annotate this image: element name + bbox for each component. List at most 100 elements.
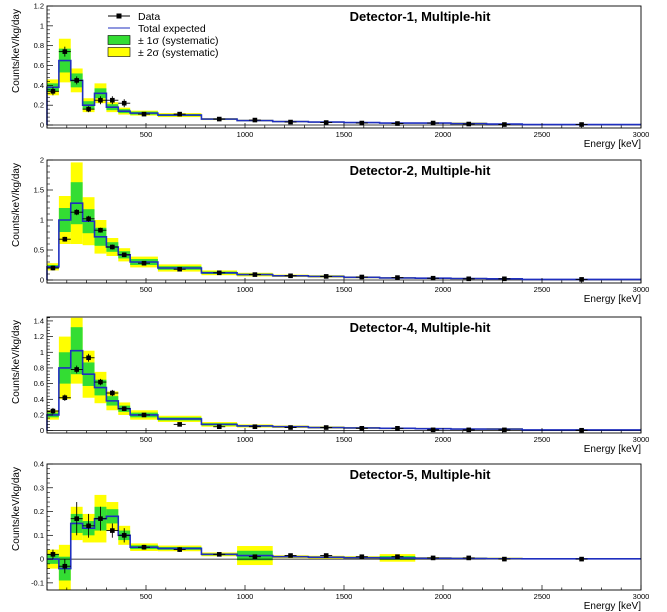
data-point bbox=[94, 378, 107, 386]
y-tick-label: 0.8 bbox=[34, 363, 44, 372]
legend-label: ± 1σ (systematic) bbox=[138, 35, 219, 47]
y-tick-label: 0.6 bbox=[34, 379, 44, 388]
data-point-marker bbox=[430, 275, 436, 281]
data-point-marker bbox=[98, 227, 103, 233]
data-point-marker bbox=[359, 274, 365, 280]
data-point-marker bbox=[252, 117, 258, 123]
data-point bbox=[462, 427, 475, 433]
x-tick-label: 1000 bbox=[237, 130, 254, 139]
data-point-marker bbox=[86, 216, 91, 222]
chart-panel-4: 500 1000 1500 2000 2500 3000 -0.1 0 0.1 0.2 0.3 0.4… bbox=[11, 460, 649, 612]
data-point-marker bbox=[502, 427, 507, 433]
y-tick-label: 2 bbox=[40, 156, 44, 165]
chart-panel-2: 500 1000 1500 2000 2500 3000 0 0.5 1 1.5 2 Detector… bbox=[11, 156, 649, 306]
data-point-marker bbox=[98, 516, 103, 521]
panel-title: Detector-1, Multiple-hit bbox=[350, 9, 492, 24]
data-point-marker bbox=[466, 121, 472, 127]
y-tick-label: 1.5 bbox=[34, 186, 44, 195]
panel-title: Detector-5, Multiple-hit bbox=[350, 467, 492, 482]
data-point-marker bbox=[98, 97, 103, 103]
data-point bbox=[498, 122, 511, 127]
data-point bbox=[94, 227, 107, 233]
data-point-marker bbox=[216, 424, 222, 430]
total-expected-line bbox=[46, 349, 641, 431]
total-expected-line bbox=[46, 59, 641, 126]
data-point bbox=[70, 209, 83, 216]
legend-data-marker bbox=[116, 13, 122, 19]
data-point bbox=[320, 274, 333, 279]
data-point-marker bbox=[98, 379, 103, 385]
data-point-marker bbox=[395, 554, 400, 560]
data-point bbox=[118, 252, 131, 258]
data-point-marker bbox=[579, 556, 584, 562]
data-point bbox=[391, 554, 404, 560]
data-point bbox=[462, 555, 475, 561]
data-point-marker bbox=[502, 276, 507, 282]
y-tick-label: 1.4 bbox=[34, 316, 44, 325]
data-point-marker bbox=[288, 425, 293, 430]
data-point bbox=[575, 556, 588, 562]
data-point bbox=[118, 99, 131, 108]
data-point-marker bbox=[466, 555, 472, 561]
data-point-marker bbox=[121, 100, 127, 106]
data-point-marker bbox=[74, 367, 79, 372]
x-tick-label: 2500 bbox=[534, 435, 551, 444]
y-tick-label: 1.2 bbox=[34, 332, 44, 341]
data-point bbox=[213, 116, 226, 122]
data-point bbox=[58, 559, 71, 574]
legend-label: Data bbox=[138, 11, 160, 23]
y-tick-label: 0.4 bbox=[34, 395, 44, 404]
x-tick-label: 1500 bbox=[336, 130, 353, 139]
data-point-marker bbox=[110, 390, 115, 396]
plot-area bbox=[47, 464, 641, 590]
data-point bbox=[248, 117, 261, 123]
data-point-marker bbox=[74, 209, 79, 215]
data-point bbox=[213, 552, 226, 557]
data-point bbox=[213, 270, 226, 276]
x-tick-label: 1500 bbox=[336, 285, 353, 294]
data-point bbox=[391, 275, 404, 280]
data-point-marker bbox=[62, 395, 68, 401]
data-point-marker bbox=[177, 422, 182, 427]
y-tick-label: 0.4 bbox=[34, 460, 44, 469]
data-point-marker bbox=[323, 425, 329, 430]
data-point bbox=[248, 424, 261, 430]
data-point-marker bbox=[579, 277, 584, 282]
data-point-marker bbox=[110, 528, 115, 533]
data-point bbox=[575, 122, 588, 127]
data-point bbox=[462, 121, 475, 127]
data-point-marker bbox=[74, 78, 79, 83]
y-tick-label: 1 bbox=[40, 216, 44, 225]
data-point bbox=[575, 277, 588, 282]
x-tick-label: 3000 bbox=[633, 130, 650, 139]
panel-title: Detector-4, Multiple-hit bbox=[350, 320, 492, 335]
data-point bbox=[118, 528, 131, 543]
data-point bbox=[320, 120, 333, 125]
y-tick-label: 0.2 bbox=[34, 507, 44, 516]
x-tick-label: 3000 bbox=[633, 435, 650, 444]
data-point-marker bbox=[110, 244, 115, 250]
data-point bbox=[58, 394, 71, 401]
data-point-marker bbox=[395, 275, 400, 280]
data-point-marker bbox=[502, 556, 507, 562]
y-tick-label: 0.2 bbox=[34, 101, 44, 110]
data-point bbox=[498, 427, 511, 433]
x-tick-label: 1000 bbox=[237, 435, 254, 444]
data-point bbox=[498, 556, 511, 562]
data-point bbox=[427, 275, 440, 281]
plot-area bbox=[47, 6, 641, 128]
data-point bbox=[284, 425, 297, 430]
data-point bbox=[284, 553, 297, 558]
legend-1sigma-swatch bbox=[107, 35, 131, 45]
data-point-marker bbox=[141, 412, 147, 418]
data-point-marker bbox=[141, 260, 147, 266]
data-point bbox=[70, 365, 83, 374]
data-point bbox=[248, 554, 261, 560]
y-tick-label: 1.2 bbox=[34, 2, 44, 11]
data-point bbox=[173, 266, 186, 272]
y-axis-label: Counts/keV/kg/day bbox=[11, 163, 22, 247]
data-point-marker bbox=[177, 111, 182, 117]
data-point-marker bbox=[288, 553, 293, 558]
y-axis-label: Counts/keV/kg/day bbox=[11, 467, 22, 551]
